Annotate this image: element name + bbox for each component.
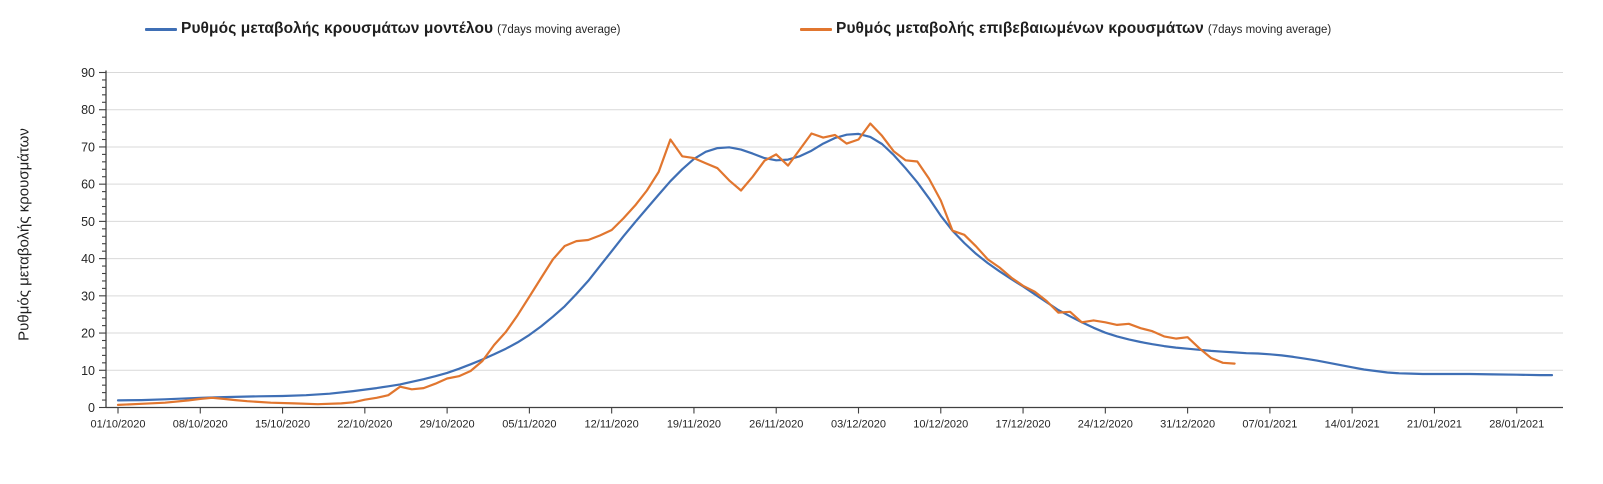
axis-ticks — [99, 71, 1518, 414]
y-tick-label-30: 30 — [81, 289, 95, 303]
model-line-swatch — [145, 27, 177, 31]
y-tick-label-90: 90 — [81, 66, 95, 80]
legend-item-model: Ρυθμός μεταβολής κρουσμάτων μοντέλου (7d… — [145, 20, 621, 38]
y-tick-label-50: 50 — [81, 215, 95, 229]
y-tick-label-70: 70 — [81, 140, 95, 154]
x-tick-label-24/12/2020: 24/12/2020 — [1078, 419, 1133, 431]
x-tick-label-05/11/2020: 05/11/2020 — [502, 419, 556, 431]
legend-suffix-model: (7days moving average) — [497, 24, 621, 36]
x-tick-label-29/10/2020: 29/10/2020 — [420, 419, 475, 431]
x-tick-label-07/01/2021: 07/01/2021 — [1242, 419, 1297, 431]
x-tick-label-03/12/2020: 03/12/2020 — [831, 419, 886, 431]
y-tick-label-0: 0 — [88, 401, 95, 415]
x-tick-label-01/10/2020: 01/10/2020 — [90, 419, 145, 431]
x-tick-label-28/01/2021: 28/01/2021 — [1489, 419, 1544, 431]
x-tick-label-31/12/2020: 31/12/2020 — [1160, 419, 1215, 431]
x-tick-label-08/10/2020: 08/10/2020 — [173, 419, 228, 431]
legend-item-confirmed: Ρυθμός μεταβολής επιβεβαιωμένων κρουσμάτ… — [800, 20, 1331, 38]
x-tick-label-10/12/2020: 10/12/2020 — [913, 419, 968, 431]
model-series-line — [116, 132, 1554, 402]
y-tick-label-10: 10 — [81, 364, 95, 378]
x-tick-label-14/01/2021: 14/01/2021 — [1325, 419, 1380, 431]
legend-label-model: Ρυθμός μεταβολής κρουσμάτων μοντέλου — [181, 20, 494, 37]
confirmed-series-line — [116, 122, 1236, 406]
x-tick-label-21/01/2021: 21/01/2021 — [1407, 419, 1462, 431]
y-tick-label-20: 20 — [81, 327, 95, 341]
y-tick-label-80: 80 — [81, 103, 95, 117]
x-tick-label-22/10/2020: 22/10/2020 — [337, 419, 392, 431]
confirmed-line-swatch — [800, 27, 832, 31]
axis-labels: 0 10 20 30 40 50 60 70 80 90 01/10/2020 08/10/2020 1… — [81, 66, 1544, 430]
x-tick-label-19/11/2020: 19/11/2020 — [667, 419, 721, 431]
legend-label-confirmed: Ρυθμός μεταβολής επιβεβαιωμένων κρουσμάτ… — [836, 20, 1204, 37]
x-tick-label-17/12/2020: 17/12/2020 — [996, 419, 1051, 431]
series-lines — [116, 122, 1554, 406]
y-tick-label-40: 40 — [81, 252, 95, 266]
x-tick-label-26/11/2020: 26/11/2020 — [749, 419, 803, 431]
y-tick-label-60: 60 — [81, 178, 95, 192]
x-tick-label-15/10/2020: 15/10/2020 — [255, 419, 310, 431]
axes — [105, 70, 1563, 409]
y-gridlines — [106, 72, 1563, 371]
legend-suffix-confirmed: (7days moving average) — [1207, 24, 1332, 36]
x-tick-label-12/11/2020: 12/11/2020 — [585, 419, 639, 431]
